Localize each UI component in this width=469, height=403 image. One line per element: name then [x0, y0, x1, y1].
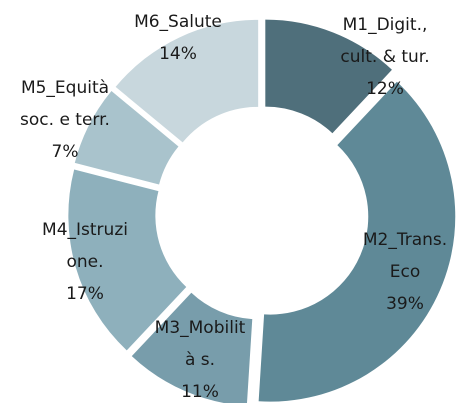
slice-label: M4_Istruzi [42, 220, 128, 240]
value-label: 39% [386, 294, 424, 314]
slice [68, 169, 187, 351]
slice-label: M1_Digit., [343, 15, 428, 35]
value-label: 14% [159, 44, 197, 64]
value-label: 12% [366, 79, 404, 99]
slice [115, 19, 259, 143]
slice-label: M3_Mobilit [155, 318, 246, 338]
value-label: 11% [181, 382, 219, 402]
slice-label: cult. & tur. [340, 47, 429, 67]
slice-label: M2_Trans. [363, 230, 447, 250]
slice [265, 19, 392, 134]
slice [131, 292, 253, 403]
slice [258, 81, 456, 402]
value-label: 7% [52, 142, 79, 162]
slice-label: Eco [390, 262, 421, 282]
slice-label: soc. e terr. [20, 110, 110, 130]
slice-label: M6_Salute [134, 12, 222, 32]
slice-label: à s. [185, 350, 215, 370]
slice-label: M5_Equità [21, 78, 109, 98]
slice-label: one. [66, 252, 103, 272]
slice [74, 90, 179, 185]
value-label: 17% [66, 284, 104, 304]
